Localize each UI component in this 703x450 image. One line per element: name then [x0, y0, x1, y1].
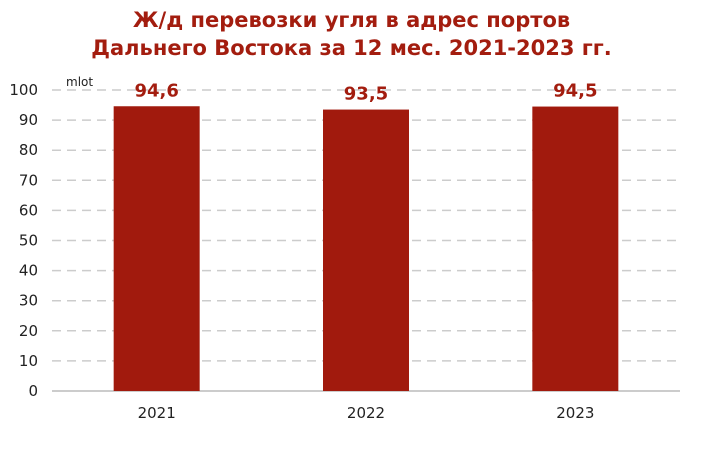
y-tick-label: 40 — [19, 262, 38, 280]
data-label-2023: 94,5 — [553, 81, 597, 102]
y-tick-label: 60 — [19, 201, 38, 219]
y-tick-label: 20 — [19, 322, 38, 340]
y-tick-label: 90 — [19, 111, 38, 129]
y-tick-label: 100 — [9, 81, 38, 99]
data-label-2022: 93,5 — [344, 84, 388, 105]
y-tick-label: 10 — [19, 352, 38, 370]
x-tick-label-2023: 2023 — [556, 404, 594, 422]
y-axis-unit-label: mlot — [66, 75, 93, 89]
chart-title-line-2: Дальнего Востока за 12 мес. 2021-2023 гг… — [91, 36, 612, 60]
y-tick-label: 70 — [19, 171, 38, 189]
chart-title-line-1: Ж/д перевозки угля в адрес портов — [132, 8, 571, 32]
x-tick-label-2022: 2022 — [347, 404, 385, 422]
y-tick-label: 0 — [28, 382, 38, 400]
y-tick-label: 30 — [19, 292, 38, 310]
bar-2021 — [113, 106, 200, 391]
y-tick-label: 50 — [19, 232, 38, 250]
bar-2023 — [532, 106, 619, 392]
bar-2022 — [323, 109, 409, 391]
y-tick-label: 80 — [19, 141, 38, 159]
data-label-2021: 94,6 — [134, 80, 178, 101]
x-tick-label-2021: 2021 — [138, 404, 176, 422]
